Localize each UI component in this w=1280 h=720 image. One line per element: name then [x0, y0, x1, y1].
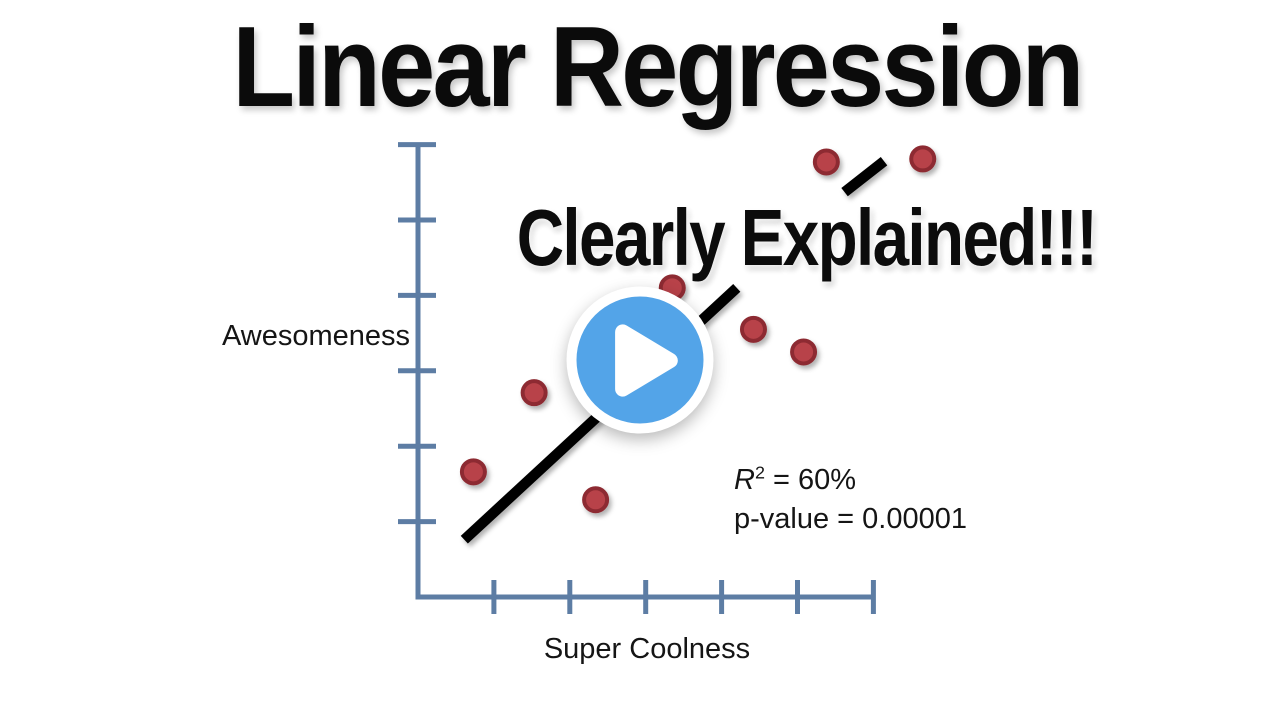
video-subtitle: Clearly Explained!!! — [516, 193, 1098, 282]
r-squared-value: R2 = 60% — [734, 462, 857, 496]
x-axis-label: Super Coolness — [543, 633, 751, 665]
p-value: p-value = 0.00001 — [734, 503, 967, 535]
play-button[interactable] — [566, 286, 714, 434]
play-icon — [614, 323, 678, 397]
video-title: Linear Regression — [232, 4, 1084, 131]
play-button-circle — [576, 296, 704, 424]
stats-annotation: R2 = 60% p-value = 0.00001 — [734, 461, 967, 539]
y-axis-label: Awesomeness — [221, 320, 410, 352]
